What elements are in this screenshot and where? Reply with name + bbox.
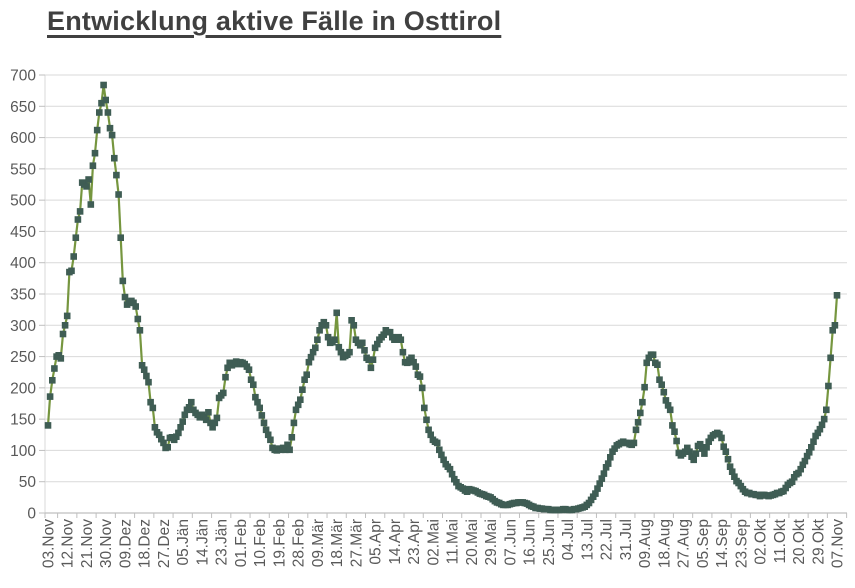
- series-markers: [44, 81, 841, 514]
- y-tick-label: 300: [10, 318, 36, 335]
- x-tick-label: 29.Mai: [483, 519, 500, 566]
- x-tick-label: 20.Okt: [791, 518, 808, 564]
- x-tick-label: 10.Feb: [252, 519, 269, 567]
- x-tick-label: 18.Dez: [137, 519, 154, 568]
- x-tick-label: 07.Nov: [830, 519, 847, 568]
- y-tick-label: 600: [10, 130, 36, 147]
- y-tick-label: 100: [10, 443, 36, 460]
- x-tick-label: 05.Sep: [695, 519, 712, 568]
- x-tick-label: 01.Feb: [233, 519, 250, 567]
- x-tick-label: 20.Mai: [464, 519, 481, 566]
- x-axis: [44, 512, 848, 518]
- x-tick-label: 14.Apr: [387, 519, 404, 565]
- x-tick-label: 27.Aug: [676, 519, 693, 568]
- x-tick-label: 02.Mai: [425, 519, 442, 566]
- y-tick-label: 550: [10, 161, 36, 178]
- x-tick-label: 29.Okt: [810, 518, 827, 564]
- y-tick-label: 700: [10, 68, 36, 85]
- x-tick-label: 13.Jul: [579, 519, 596, 560]
- x-tick-label: 07.Jun: [502, 519, 519, 566]
- x-tick-label: 28.Feb: [291, 519, 308, 567]
- x-tick-label: 25.Jun: [541, 519, 558, 566]
- x-tick-label: 23.Jän: [214, 519, 231, 566]
- x-tick-label: 02.Okt: [753, 518, 770, 564]
- x-tick-label: 19.Feb: [271, 519, 288, 567]
- x-tick-label: 09.Mär: [310, 519, 327, 567]
- x-tick-label: 11.Mai: [445, 519, 462, 564]
- x-tick-label: 11.Okt: [772, 518, 789, 563]
- x-tick-label: 05.Jän: [175, 519, 192, 566]
- x-tick-label: 27.Mär: [348, 519, 365, 567]
- x-tick-label: 09.Aug: [637, 519, 654, 568]
- x-tick-label: 31.Jul: [618, 519, 635, 560]
- y-tick-label: 500: [10, 193, 36, 210]
- x-tick-label: 30.Nov: [98, 519, 115, 568]
- x-tick-label: 27.Dez: [156, 519, 173, 568]
- x-tick-label: 14.Jän: [194, 519, 211, 566]
- y-tick-label: 150: [10, 412, 36, 429]
- x-tick-label: 18.Mär: [329, 519, 346, 567]
- x-tick-label: 14.Sep: [714, 519, 731, 568]
- x-tick-label: 18.Aug: [656, 519, 673, 568]
- y-tick-label: 0: [27, 506, 36, 523]
- chart-title: Entwicklung aktive Fälle in Osttirol: [47, 6, 502, 36]
- x-tick-label: 04.Jul: [560, 519, 577, 560]
- y-axis-labels: 0 50 100 150 200 250 300 350 400 450 500 550 600 650 7…: [10, 68, 45, 523]
- x-tick-label: 21.Nov: [79, 519, 96, 568]
- x-axis-labels: 03.Nov 12.Nov 21.Nov 30.Nov 09.Dez 18.Dez 27.D…: [41, 518, 847, 568]
- y-tick-label: 650: [10, 99, 36, 116]
- x-tick-label: 09.Dez: [117, 519, 134, 568]
- x-tick-label: 23.Apr: [406, 519, 423, 565]
- y-tick-label: 250: [10, 349, 36, 366]
- x-tick-label: 16.Jun: [522, 519, 539, 566]
- y-tick-label: 400: [10, 255, 36, 272]
- y-tick-label: 50: [19, 474, 37, 491]
- x-tick-label: 23.Sep: [733, 519, 750, 568]
- y-tick-label: 350: [10, 287, 36, 304]
- x-tick-label: 12.Nov: [60, 519, 77, 568]
- y-tick-label: 200: [10, 380, 36, 397]
- x-tick-label: 22.Jul: [599, 519, 616, 560]
- x-tick-label: 05.Apr: [368, 519, 385, 565]
- y-tick-label: 450: [10, 224, 36, 241]
- x-tick-label: 03.Nov: [41, 519, 58, 568]
